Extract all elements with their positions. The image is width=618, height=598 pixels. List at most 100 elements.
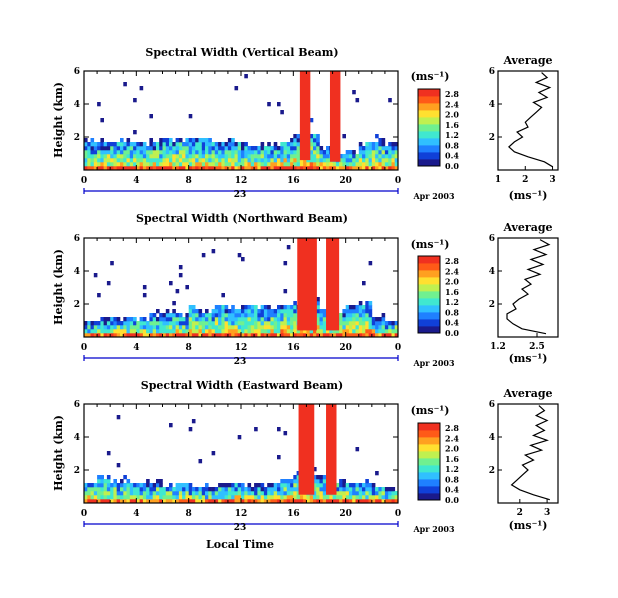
heatmap-cell [329, 329, 333, 334]
heatmap-cell [113, 491, 117, 496]
heatmap-cell [352, 499, 356, 504]
heatmap-cell [257, 166, 261, 171]
heatmap-cell [172, 154, 176, 159]
heatmap-cell [208, 487, 212, 492]
heatmap-cell [120, 487, 124, 492]
heatmap-cell [283, 158, 288, 163]
heatmap-cell [191, 158, 196, 163]
heatmap-cell [257, 495, 261, 500]
heatmap-cell [371, 150, 376, 155]
heatmap-cell [231, 321, 235, 326]
heatmap-cell [201, 321, 206, 326]
heatmap-cell [110, 154, 114, 159]
heatmap-cell [244, 325, 248, 330]
average-y-tick-label: 4 [489, 267, 495, 277]
heatmap-cell [159, 495, 163, 500]
heatmap-cell [342, 166, 346, 171]
heatmap-cell [156, 495, 160, 500]
heatmap-cell [267, 158, 271, 163]
heatmap-cell [322, 491, 327, 496]
heatmap-cell [234, 325, 239, 330]
heatmap-cell [126, 333, 131, 338]
heatmap-cell [133, 333, 137, 338]
heatmap-cell [159, 142, 163, 147]
heatmap-cell [348, 166, 353, 171]
heatmap-cell [250, 333, 255, 338]
heatmap-cell [345, 158, 350, 163]
heatmap-cell [273, 162, 278, 167]
heatmap-cell [198, 158, 203, 163]
heatmap-cell [296, 471, 301, 476]
y-tick-label: 4 [74, 100, 80, 110]
heatmap-cell [277, 146, 281, 151]
heatmap-cell [267, 495, 271, 500]
heatmap-cell [388, 499, 392, 504]
heatmap-cell [313, 499, 317, 504]
heatmap-cell [378, 491, 382, 496]
heatmap-cell [188, 309, 193, 314]
heatmap-cell [208, 495, 212, 500]
heatmap-cell [90, 150, 95, 155]
average-frame [497, 403, 559, 504]
heatmap-cell [267, 154, 271, 159]
heatmap-cell [191, 329, 196, 334]
heatmap-cell [113, 495, 117, 500]
heatmap-cell [195, 313, 199, 318]
heatmap-cell [273, 487, 278, 492]
heatmap-cell [90, 333, 95, 338]
panel-vertical-beam: Spectral Width (Vertical Beam) Height (k… [52, 46, 559, 202]
heatmap-cell [267, 333, 271, 338]
heatmap-cell [93, 166, 98, 171]
heatmap-cell [123, 329, 127, 334]
heatmap-cell [296, 475, 301, 480]
heatmap-cell [208, 325, 212, 330]
heatmap-cell [277, 102, 281, 107]
heatmap-cell [103, 483, 108, 488]
heatmap-cell [273, 146, 278, 151]
heatmap-cell [241, 487, 245, 492]
heatmap-cell [221, 495, 225, 500]
heatmap-cell [201, 325, 206, 330]
heatmap-cell [384, 495, 389, 500]
heatmap-cell [283, 317, 288, 322]
heatmap-cell [221, 146, 225, 151]
heatmap-cell [362, 150, 366, 155]
x-tick-label: 0 [81, 176, 87, 186]
heatmap-cell [260, 495, 265, 500]
heatmap-cell [231, 154, 235, 159]
heatmap-cell [381, 495, 386, 500]
heatmap-cell [286, 329, 291, 334]
colorbar-swatch [418, 298, 440, 306]
heatmap-cell [345, 321, 350, 326]
heatmap-cell [319, 321, 324, 326]
heatmap-cell [250, 487, 255, 492]
heatmap-cell [322, 150, 327, 155]
heatmap-cell [103, 162, 108, 167]
heatmap-cell [394, 150, 399, 155]
heatmap-cell [286, 491, 291, 496]
heatmap-cell [149, 325, 153, 330]
heatmap-cell [257, 321, 261, 326]
heatmap-cell [146, 321, 150, 326]
heatmap-cell [227, 150, 232, 155]
heatmap-cell [149, 499, 153, 504]
y-axis-label: Height (km) [52, 415, 65, 491]
heatmap-cell [260, 491, 265, 496]
heatmap-cell [286, 166, 291, 171]
heatmap-cell [237, 483, 242, 488]
heatmap-cell [227, 162, 232, 167]
heatmap-cell [224, 487, 229, 492]
heatmap-cell [195, 166, 199, 171]
heatmap-cell [234, 499, 239, 504]
heatmap-cell [352, 329, 356, 334]
heatmap-cell [267, 329, 271, 334]
heatmap-cell [388, 329, 392, 334]
heatmap-cell [169, 333, 173, 338]
heatmap-cell [165, 333, 170, 338]
heatmap-cell [110, 166, 114, 171]
heatmap-cell [165, 487, 170, 492]
month-label: Apr 2003 [412, 524, 455, 534]
heatmap-cell [103, 325, 108, 330]
heatmap-cell [214, 325, 219, 330]
